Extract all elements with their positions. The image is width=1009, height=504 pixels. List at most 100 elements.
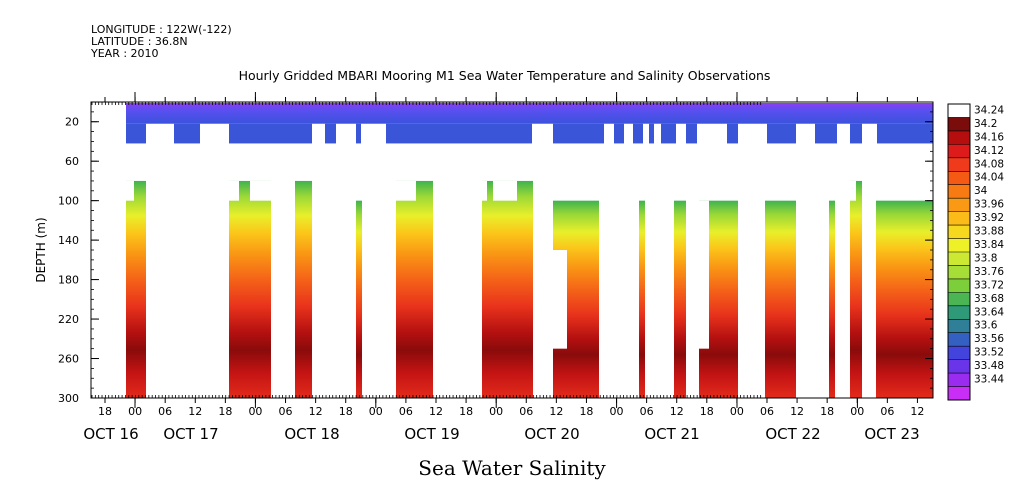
salinity-column — [850, 180, 862, 398]
surface-band-segment — [661, 123, 676, 144]
chart-title: Hourly Gridded MBARI Mooring M1 Sea Wate… — [238, 68, 771, 83]
x-hour-tick-label: 12 — [188, 405, 202, 418]
surface-band-segment — [174, 123, 200, 144]
colorbar-label: 33.68 — [974, 293, 1004, 305]
surface-band-segment — [877, 123, 933, 144]
y-tick-label: 20 — [65, 116, 79, 129]
y-tick-label: 140 — [58, 234, 79, 247]
x-hour-tick-label: 00 — [850, 405, 864, 418]
colorbar-swatch — [948, 238, 970, 253]
data-gap — [250, 180, 271, 201]
surface-band-segment — [386, 123, 532, 144]
salinity-column — [482, 180, 533, 398]
salinity-column — [126, 180, 146, 398]
colorbar-swatch — [948, 144, 970, 159]
colorbar-label: 34.08 — [974, 158, 1004, 170]
colorbar-label: 33.88 — [974, 226, 1004, 238]
colorbar-swatch — [948, 373, 970, 388]
x-hour-tick-label: 18 — [700, 405, 714, 418]
colorbar-label: 34.2 — [974, 118, 997, 130]
colorbar-label: 33.48 — [974, 360, 1004, 372]
x-hour-tick-label: 06 — [279, 405, 293, 418]
colorbar-label: 34 — [974, 185, 988, 197]
colorbar-swatch — [948, 332, 970, 347]
x-hour-tick-label: 18 — [218, 405, 232, 418]
data-gap — [553, 250, 567, 349]
surface-band-segment — [727, 123, 738, 144]
colorbar-swatch — [948, 386, 970, 401]
data-gap — [699, 200, 709, 349]
x-hour-tick-label: 18 — [459, 405, 473, 418]
y-tick-label: 300 — [58, 392, 79, 405]
colorbar-label: 34.16 — [974, 131, 1004, 143]
x-hour-tick-label: 18 — [98, 405, 112, 418]
x-hour-tick-label: 12 — [429, 405, 443, 418]
chart-caption: Sea Water Salinity — [418, 456, 606, 480]
surface-band-upper — [126, 103, 933, 124]
x-hour-tick-label: 00 — [489, 405, 503, 418]
x-hour-tick-label: 06 — [760, 405, 774, 418]
colorbar-label: 33.84 — [974, 239, 1004, 251]
colorbar-swatch — [948, 278, 970, 293]
data-gap — [493, 180, 517, 201]
x-hour-tick-label: 00 — [128, 405, 142, 418]
x-date-label: OCT 18 — [284, 425, 339, 443]
colorbar-swatch — [948, 211, 970, 226]
x-hour-tick-label: 12 — [309, 405, 323, 418]
x-date-label: OCT 16 — [83, 425, 138, 443]
x-date-label: OCT 17 — [163, 425, 218, 443]
x-hour-tick-label: 12 — [910, 405, 924, 418]
colorbar-label: 33.6 — [974, 320, 998, 332]
y-tick-label: 100 — [58, 195, 79, 208]
x-hour-tick-label: 06 — [158, 405, 172, 418]
x-date-label: OCT 22 — [765, 425, 820, 443]
data-gap — [850, 180, 856, 201]
colorbar-swatch — [948, 359, 970, 374]
salinity-column — [674, 200, 686, 398]
colorbar-swatch — [948, 130, 970, 145]
colorbar-label: 33.56 — [974, 333, 1004, 345]
x-hour-tick-label: 18 — [820, 405, 834, 418]
colorbar-swatch — [948, 265, 970, 280]
colorbar-label: 33.44 — [974, 374, 1004, 386]
surface-band-segment — [815, 123, 837, 144]
salinity-column — [639, 200, 645, 398]
colorbar-label: 33.96 — [974, 199, 1004, 211]
data-gap — [126, 180, 134, 201]
x-hour-tick-label: 18 — [339, 405, 353, 418]
colorbar-label: 34.24 — [974, 104, 1004, 116]
x-hour-tick-label: 06 — [880, 405, 894, 418]
x-date-label: OCT 20 — [524, 425, 579, 443]
salinity-column — [765, 200, 796, 398]
colorbar-swatch — [948, 184, 970, 199]
surface-band-segment — [229, 123, 312, 144]
x-hour-tick-label: 00 — [610, 405, 624, 418]
colorbar-label: 33.76 — [974, 266, 1004, 278]
surface-band-segment — [356, 123, 361, 144]
colorbar-label: 34.04 — [974, 172, 1004, 184]
surface-band-segment — [686, 123, 697, 144]
surface-band-segment — [767, 123, 796, 144]
salinity-column — [229, 180, 271, 398]
colorbar-label: 33.8 — [974, 252, 997, 264]
surface-band-segment — [126, 123, 146, 144]
year-label: YEAR : 2010 — [91, 47, 159, 60]
surface-band-segment — [850, 123, 862, 144]
x-hour-tick-label: 00 — [730, 405, 744, 418]
salinity-column — [396, 180, 433, 398]
colorbar-label: 33.92 — [974, 212, 1004, 224]
x-hour-tick-label: 00 — [248, 405, 262, 418]
colorbar-swatch — [948, 157, 970, 172]
colorbar-swatch — [948, 319, 970, 334]
colorbar-swatch — [948, 117, 970, 132]
data-gap — [229, 180, 239, 201]
surface-band-segment — [614, 123, 624, 144]
x-hour-tick-label: 12 — [670, 405, 684, 418]
x-hour-tick-label: 12 — [549, 405, 563, 418]
x-date-label: OCT 21 — [644, 425, 699, 443]
x-hour-tick-label: 06 — [640, 405, 654, 418]
colorbar-label: 33.72 — [974, 279, 1004, 291]
colorbar-swatch — [948, 346, 970, 361]
colorbar-label: 34.12 — [974, 145, 1004, 157]
surface-band-segment — [325, 123, 336, 144]
